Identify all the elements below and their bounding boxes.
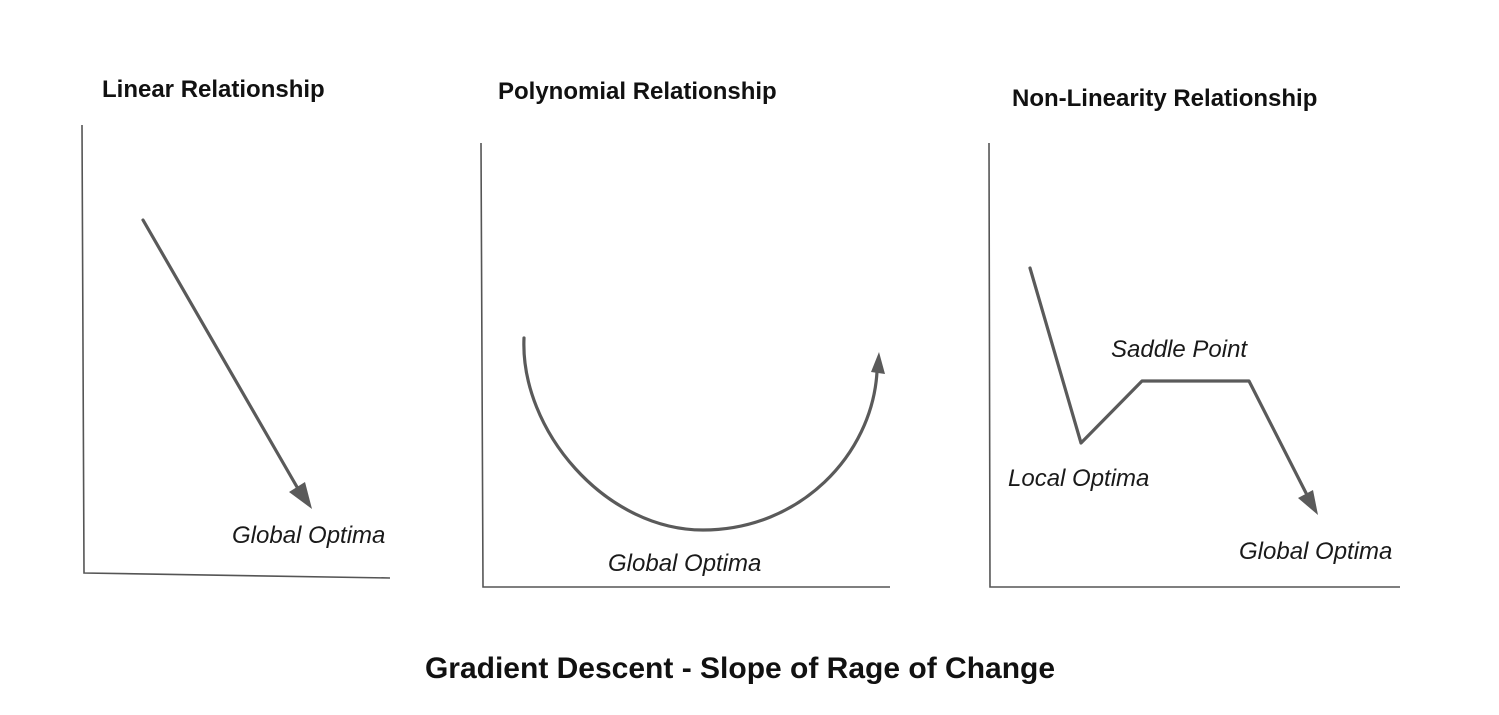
polynomial-arrowhead — [871, 352, 885, 374]
panel-polynomial-axes — [480, 142, 890, 588]
panel-linear-title: Linear Relationship — [102, 76, 325, 103]
panel-polynomial: Polynomial Relationship Global Optima — [480, 78, 890, 588]
diagram-caption: Gradient Descent - Slope of Rage of Chan… — [425, 652, 1055, 685]
panel-nonlinear-axes — [988, 142, 1400, 588]
nonlinear-arrowhead — [1298, 490, 1318, 515]
panel-nonlinear-title: Non-Linearity Relationship — [1012, 85, 1317, 112]
nonlinear-curve — [1028, 266, 1308, 495]
linear-global-optima-label: Global Optima — [232, 522, 385, 549]
panel-linear: Linear Relationship Global Optima — [81, 76, 391, 579]
local-optima-label: Local Optima — [1008, 465, 1149, 492]
linear-arrowhead — [289, 482, 312, 509]
panel-nonlinear: Non-Linearity Relationship Saddle Point … — [988, 85, 1400, 588]
polynomial-global-optima-label: Global Optima — [608, 550, 761, 577]
saddle-point-label: Saddle Point — [1111, 336, 1248, 363]
panel-polynomial-title: Polynomial Relationship — [498, 78, 777, 105]
nonlinear-global-optima-label: Global Optima — [1239, 538, 1392, 565]
polynomial-curve — [522, 336, 879, 532]
panel-linear-axes — [81, 124, 391, 579]
linear-descent-line — [141, 218, 299, 489]
